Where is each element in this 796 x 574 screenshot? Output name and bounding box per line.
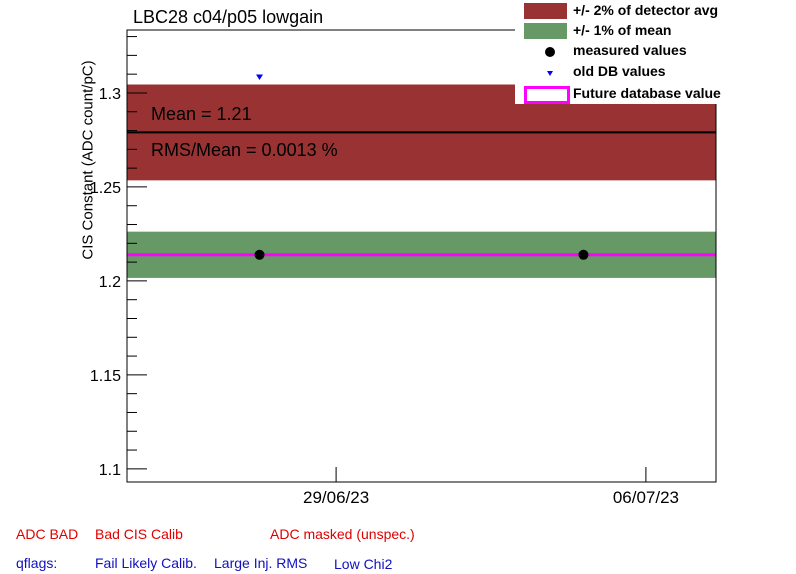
- legend-label-measured: measured values: [573, 42, 687, 58]
- point-1-0: [256, 74, 264, 80]
- y-tick-label-4: 1.3: [99, 86, 121, 103]
- point-0-0: [254, 249, 265, 260]
- legend-entry-old-db: old DB values: [515, 62, 747, 82]
- legend-swatch-mean: [524, 23, 567, 39]
- mean-annotation: Mean = 1.21: [151, 104, 252, 124]
- legend-entry-future: Future database value: [515, 84, 747, 104]
- legend-label-old-db: old DB values: [573, 63, 666, 79]
- y-tick-label-1: 1.15: [90, 368, 121, 385]
- legend-label-detector-avg: +/- 2% of detector avg: [573, 2, 719, 18]
- points-layer: [254, 74, 589, 260]
- y-tick-label-2: 1.2: [99, 274, 121, 291]
- qflag-large-inj-rms: Large Inj. RMS: [214, 555, 308, 571]
- tick-labels-layer: 1.1 1.15 1.2 1.25 1.3 29/06/23 06/07/23: [90, 86, 679, 507]
- legend-marker-measured: [545, 47, 555, 57]
- point-0-1: [578, 249, 589, 260]
- legend-entry-measured: measured values: [515, 41, 747, 61]
- plot-frame: [126, 29, 717, 483]
- legend-label-future: Future database value: [573, 85, 721, 101]
- x-tick-label-1: 06/07/23: [613, 488, 679, 507]
- legend-swatch-future: [524, 86, 570, 104]
- flag-adc-bad: ADC BAD: [16, 526, 79, 542]
- y-axis-label: CIS Constant (ADC count/pC): [79, 60, 97, 260]
- legend-label-mean: +/- 1% of mean: [573, 22, 672, 38]
- legend-entry-detector-avg: +/- 2% of detector avg: [515, 1, 747, 21]
- lines-layer: [127, 131, 716, 257]
- flag-bad-cis-calib: Bad CIS Calib: [95, 526, 183, 542]
- y-tick-label-0: 1.1: [99, 462, 121, 479]
- x-tick-label-0: 29/06/23: [303, 488, 369, 507]
- chart-title: LBC28 c04/p05 lowgain: [133, 7, 324, 27]
- legend-swatch-detector-avg: [524, 3, 567, 19]
- legend: +/- 2% of detector avg +/- 1% of mean me…: [515, 0, 747, 104]
- legend-marker-old-db: [547, 71, 553, 76]
- qflag-low-chi2: Low Chi2: [334, 556, 393, 572]
- axes-layer: [126, 29, 717, 483]
- rms-annotation: RMS/Mean = 0.0013 %: [151, 140, 338, 160]
- legend-entry-mean: +/- 1% of mean: [515, 21, 747, 41]
- flag-adc-masked: ADC masked (unspec.): [270, 526, 415, 542]
- y-tick-label-3: 1.25: [90, 180, 121, 197]
- qflag-fail-likely-calib: Fail Likely Calib.: [95, 555, 197, 571]
- qflags-label: qflags:: [16, 555, 58, 571]
